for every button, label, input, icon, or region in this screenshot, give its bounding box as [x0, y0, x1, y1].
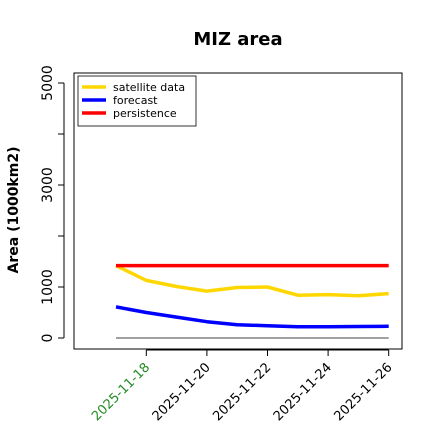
plot-frame	[73, 72, 403, 350]
y-tick-label: 1000	[40, 269, 56, 305]
legend-label: satellite data	[113, 81, 185, 94]
y-axis-label: Area (1000km2)	[6, 147, 22, 274]
legend-label: persistence	[113, 107, 177, 120]
x-tick-label: 2025-11-18	[89, 360, 153, 424]
chart-marks	[115, 263, 389, 339]
series-line-satellite-data	[115, 264, 389, 298]
y-tick-label: 3000	[40, 167, 56, 203]
y-tick-label: 5000	[40, 65, 56, 101]
series-line-forecast	[115, 305, 389, 329]
legend-label: forecast	[113, 94, 158, 107]
chart-title: MIZ area	[193, 29, 282, 50]
x-tick-label: 2025-11-20	[150, 360, 214, 424]
x-tick-label: 2025-11-24	[271, 360, 335, 424]
y-tick-label: 0	[40, 334, 56, 343]
x-tick-label: 2025-11-22	[210, 360, 274, 424]
x-tick-label: 2025-11-26	[331, 360, 395, 424]
